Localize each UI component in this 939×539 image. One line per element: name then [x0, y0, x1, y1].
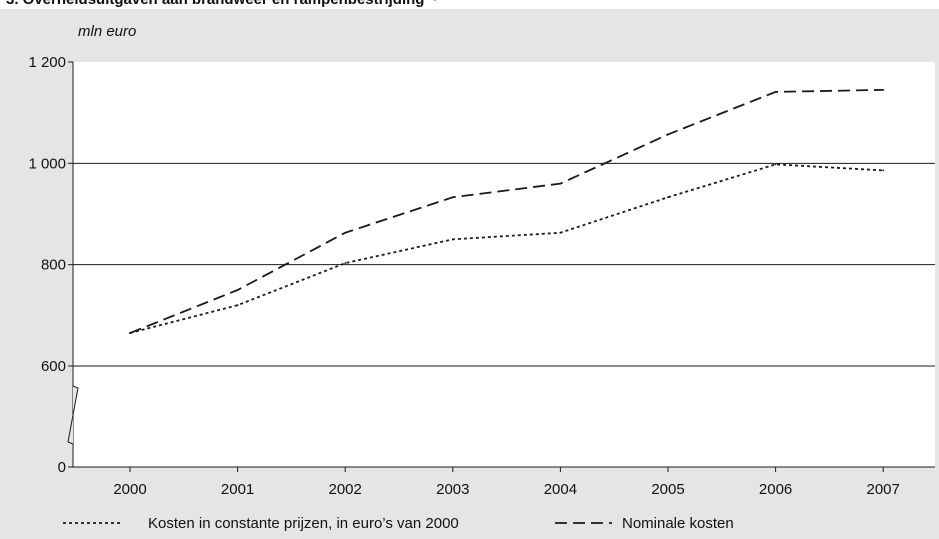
- series-line-dashed: [129, 88, 884, 334]
- x-tick-label-2004: 2004: [544, 481, 577, 498]
- data-point-dashed-2005: [667, 133, 669, 136]
- data-point-dotted-2002: [344, 262, 347, 265]
- line-chart: mln euro 0 600 800 1 000 1 200 2000 2001 2002 2…: [28, 23, 935, 532]
- y-tick-label-0: 0: [58, 459, 66, 476]
- data-point-dashed-2001: [236, 289, 239, 291]
- y-axis-unit-label: mln euro: [78, 23, 136, 40]
- x-tick-label-2000: 2000: [113, 481, 146, 498]
- legend-label-dotted: Kosten in constante prijzen, in euro’s v…: [148, 515, 459, 532]
- x-tick-label-2002: 2002: [329, 481, 362, 498]
- x-tick-label-2006: 2006: [759, 481, 792, 498]
- chart-panel: mln euro 0 600 800 1 000 1 200 2000 2001 2002 2…: [0, 9, 939, 539]
- data-point-dotted-2004: [559, 231, 562, 234]
- y-tick-label-1200: 1 200: [28, 54, 66, 71]
- x-tick-label-2001: 2001: [221, 481, 254, 498]
- data-point-dotted-2001: [236, 304, 239, 307]
- data-point-dotted-2003: [451, 238, 454, 241]
- y-tick-label-800: 800: [41, 257, 66, 274]
- data-point-dashed-2007: [882, 88, 885, 91]
- data-point-dashed-2002: [344, 231, 347, 234]
- data-point-dotted-2006: [774, 163, 777, 166]
- data-point-dashed-2004: [559, 182, 562, 185]
- legend-label-dashed: Nominale kosten: [622, 515, 734, 532]
- page-title: 3. Overheidsuitgaven aan brandweer en ra…: [6, 0, 437, 9]
- y-tick-label-1000: 1 000: [28, 155, 66, 172]
- data-point-dashed-2000: [129, 332, 131, 334]
- data-point-dotted-2005: [667, 196, 669, 199]
- series-line-dotted: [129, 163, 884, 334]
- data-point-dotted-2007: [882, 169, 885, 172]
- x-tick-label-2007: 2007: [867, 481, 900, 498]
- y-tick-label-600: 600: [41, 358, 66, 375]
- x-tick-label-2003: 2003: [436, 481, 469, 498]
- x-tick-label-2005: 2005: [651, 481, 684, 498]
- data-point-dashed-2003: [451, 196, 454, 199]
- axis-break-mark: [67, 385, 79, 445]
- data-point-dashed-2006: [774, 90, 777, 93]
